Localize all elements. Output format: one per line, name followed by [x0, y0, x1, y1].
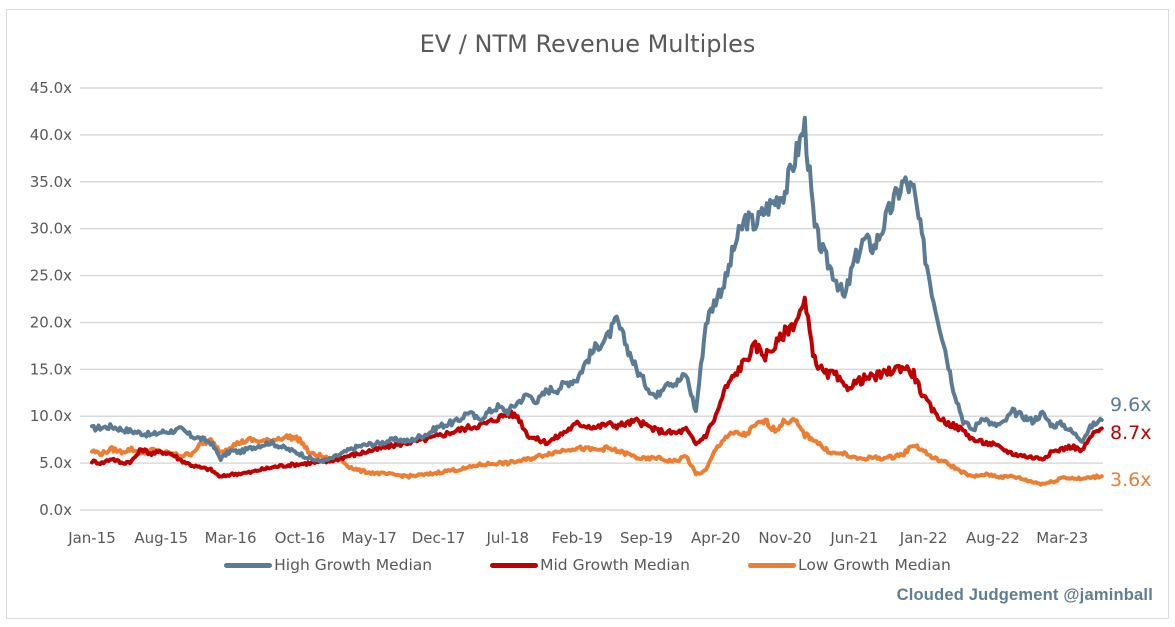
x-tick-label: Mar-23: [1036, 529, 1088, 547]
chart-title: EV / NTM Revenue Multiples: [419, 30, 756, 58]
y-tick-label: 35.0x: [30, 173, 72, 191]
credit-text: Clouded Judgement @jaminball: [896, 586, 1153, 604]
legend-swatch-low-growth: [747, 562, 796, 568]
x-tick-label: Aug-22: [966, 529, 1020, 547]
x-tick-label: May-17: [342, 529, 397, 547]
legend-swatch-high-growth: [224, 562, 273, 568]
y-tick-label: 10.0x: [30, 407, 72, 425]
legend-label-high-growth: High Growth Median: [274, 556, 433, 574]
y-tick-label: 0.0x: [39, 501, 72, 519]
x-tick-label: Jan-15: [67, 529, 116, 547]
legend-item-low-growth: Low Growth Median: [747, 556, 951, 574]
x-tick-label: Aug-15: [134, 529, 188, 547]
x-tick-label: Dec-17: [412, 529, 466, 547]
legend: High Growth Median Mid Growth Median Low…: [0, 556, 1175, 574]
y-tick-label: 40.0x: [30, 126, 72, 144]
x-axis-ticks: Jan-15 Aug-15 Mar-16 Oct-16 May-17 Dec-17 Jul-…: [67, 529, 1088, 547]
y-tick-label: 5.0x: [39, 454, 72, 472]
end-label-mid-growth-median: 8.7x: [1110, 422, 1151, 444]
y-tick-label: 30.0x: [30, 220, 72, 238]
x-tick-label: Jul-18: [485, 529, 529, 547]
x-tick-label: Mar-16: [205, 529, 257, 547]
legend-label-mid-growth: Mid Growth Median: [540, 556, 690, 574]
end-label-low-growth-median: 3.6x: [1110, 469, 1151, 491]
x-tick-label: Apr-20: [691, 529, 741, 547]
series-line-high-growth-median: [90, 115, 1104, 465]
chart-frame: [6, 9, 1169, 619]
series-line-low-growth-median: [90, 416, 1104, 487]
legend-item-mid-growth: Mid Growth Median: [490, 556, 690, 574]
end-labels: 9.6x 8.7x 3.6x: [1110, 394, 1151, 491]
x-tick-label: Oct-16: [275, 529, 325, 547]
y-axis-ticks: 0.0x 5.0x 10.0x 15.0x 20.0x 25.0x 30.0x 35.0x 40…: [30, 79, 72, 519]
legend-label-low-growth: Low Growth Median: [797, 556, 951, 574]
x-tick-label: Nov-20: [758, 529, 811, 547]
x-tick-label: Jun-21: [829, 529, 878, 547]
legend-item-high-growth: High Growth Median: [224, 556, 432, 574]
x-tick-label: Jan-22: [899, 529, 948, 547]
y-tick-label: 45.0x: [30, 79, 72, 97]
end-label-high-growth-median: 9.6x: [1110, 394, 1151, 416]
x-tick-label: Sep-19: [620, 529, 673, 547]
legend-swatch-mid-growth: [490, 562, 539, 568]
gridlines: [80, 87, 1103, 511]
y-tick-label: 20.0x: [30, 313, 72, 331]
x-tick-label: Feb-19: [552, 529, 603, 547]
series-line-mid-growth-median: [90, 295, 1104, 479]
y-tick-label: 15.0x: [30, 360, 72, 378]
series-lines: [90, 115, 1104, 487]
y-tick-label: 25.0x: [30, 267, 72, 285]
